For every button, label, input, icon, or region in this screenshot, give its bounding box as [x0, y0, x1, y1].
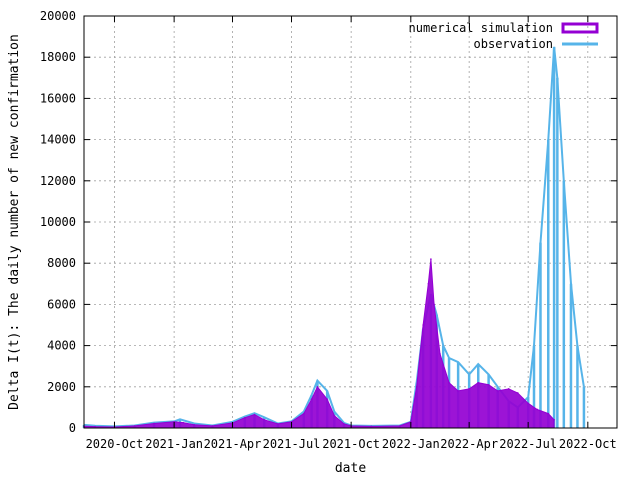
simulation-point	[316, 386, 319, 388]
y-tick-label: 4000	[47, 339, 76, 353]
y-tick-label: 18000	[40, 50, 76, 64]
simulation-point	[422, 324, 424, 326]
simulation-area	[83, 259, 555, 429]
plot-area	[82, 46, 586, 429]
simulation-point	[516, 392, 519, 394]
simulation-point	[370, 425, 373, 428]
y-tick-label: 0	[69, 421, 76, 435]
simulation-point	[427, 283, 430, 285]
simulation-point	[310, 398, 313, 400]
legend: numerical simulation observation	[409, 21, 599, 51]
simulation-point	[553, 418, 555, 421]
x-tick-label: 2021-Apr	[204, 437, 262, 451]
simulation-point	[153, 422, 155, 425]
simulation-point	[244, 416, 246, 419]
simulation-point	[496, 390, 499, 392]
x-tick-label: 2021-Jul	[263, 437, 321, 451]
simulation-point	[430, 258, 432, 260]
simulation-point	[536, 408, 539, 411]
series-observation	[82, 46, 586, 428]
simulation-point	[415, 386, 418, 388]
simulation-point	[507, 388, 510, 390]
x-tick-label: 2022-Oct	[559, 437, 617, 451]
simulation-point	[193, 423, 196, 426]
simulation-point	[333, 414, 336, 417]
simulation-point	[433, 303, 435, 306]
series-numerical-simulation	[83, 258, 555, 429]
simulation-point	[448, 381, 450, 384]
simulation-point	[211, 425, 214, 427]
x-axis-ticks: 2020-Oct 2021-Jan 2021-Apr 2021-Jul 2021-Oct…	[86, 16, 617, 451]
simulation-point	[182, 421, 185, 424]
legend-swatch	[561, 22, 599, 34]
x-axis-label: date	[335, 461, 366, 476]
simulation-point	[398, 425, 401, 427]
y-tick-label: 8000	[47, 256, 76, 270]
grid-lines	[84, 16, 617, 428]
simulation-point	[303, 412, 305, 415]
x-tick-label: 2021-Oct	[322, 437, 380, 451]
x-tick-label: 2022-Jul	[499, 437, 557, 451]
simulation-point	[277, 423, 279, 425]
y-tick-label: 12000	[40, 174, 76, 188]
y-tick-label: 6000	[47, 297, 76, 311]
x-tick-label: 2020-Oct	[86, 437, 144, 451]
simulation-point	[527, 402, 529, 405]
simulation-point	[253, 413, 256, 416]
observation-line	[83, 46, 585, 428]
y-axis-ticks: 0 2000 4000 6000 8000 10000 12000 14000 16000 180…	[40, 9, 617, 435]
x-tick-label: 2022-Apr	[440, 437, 498, 451]
simulation-point	[326, 398, 328, 400]
y-tick-label: 20000	[40, 9, 76, 23]
y-tick-label: 10000	[40, 215, 76, 229]
y-tick-label: 14000	[40, 133, 76, 147]
simulation-point	[487, 383, 490, 386]
simulation-point	[133, 425, 136, 427]
legend-label: numerical simulation	[409, 21, 554, 35]
simulation-point	[547, 412, 550, 415]
legend-label: observation	[474, 37, 553, 51]
y-axis-label: Delta I(t): The daily number of new conf…	[7, 34, 22, 410]
x-tick-label: 2022-Jan	[382, 437, 440, 451]
x-tick-label: 2021-Jan	[145, 437, 203, 451]
y-tick-label: 2000	[47, 380, 76, 394]
simulation-point	[263, 418, 266, 421]
y-tick-label: 16000	[40, 91, 76, 105]
simulation-point	[457, 390, 459, 392]
simulation-point	[343, 423, 345, 425]
simulation-point	[477, 381, 480, 384]
simulation-point	[468, 388, 470, 390]
simulation-point	[439, 353, 441, 355]
simulation-point	[94, 425, 96, 428]
